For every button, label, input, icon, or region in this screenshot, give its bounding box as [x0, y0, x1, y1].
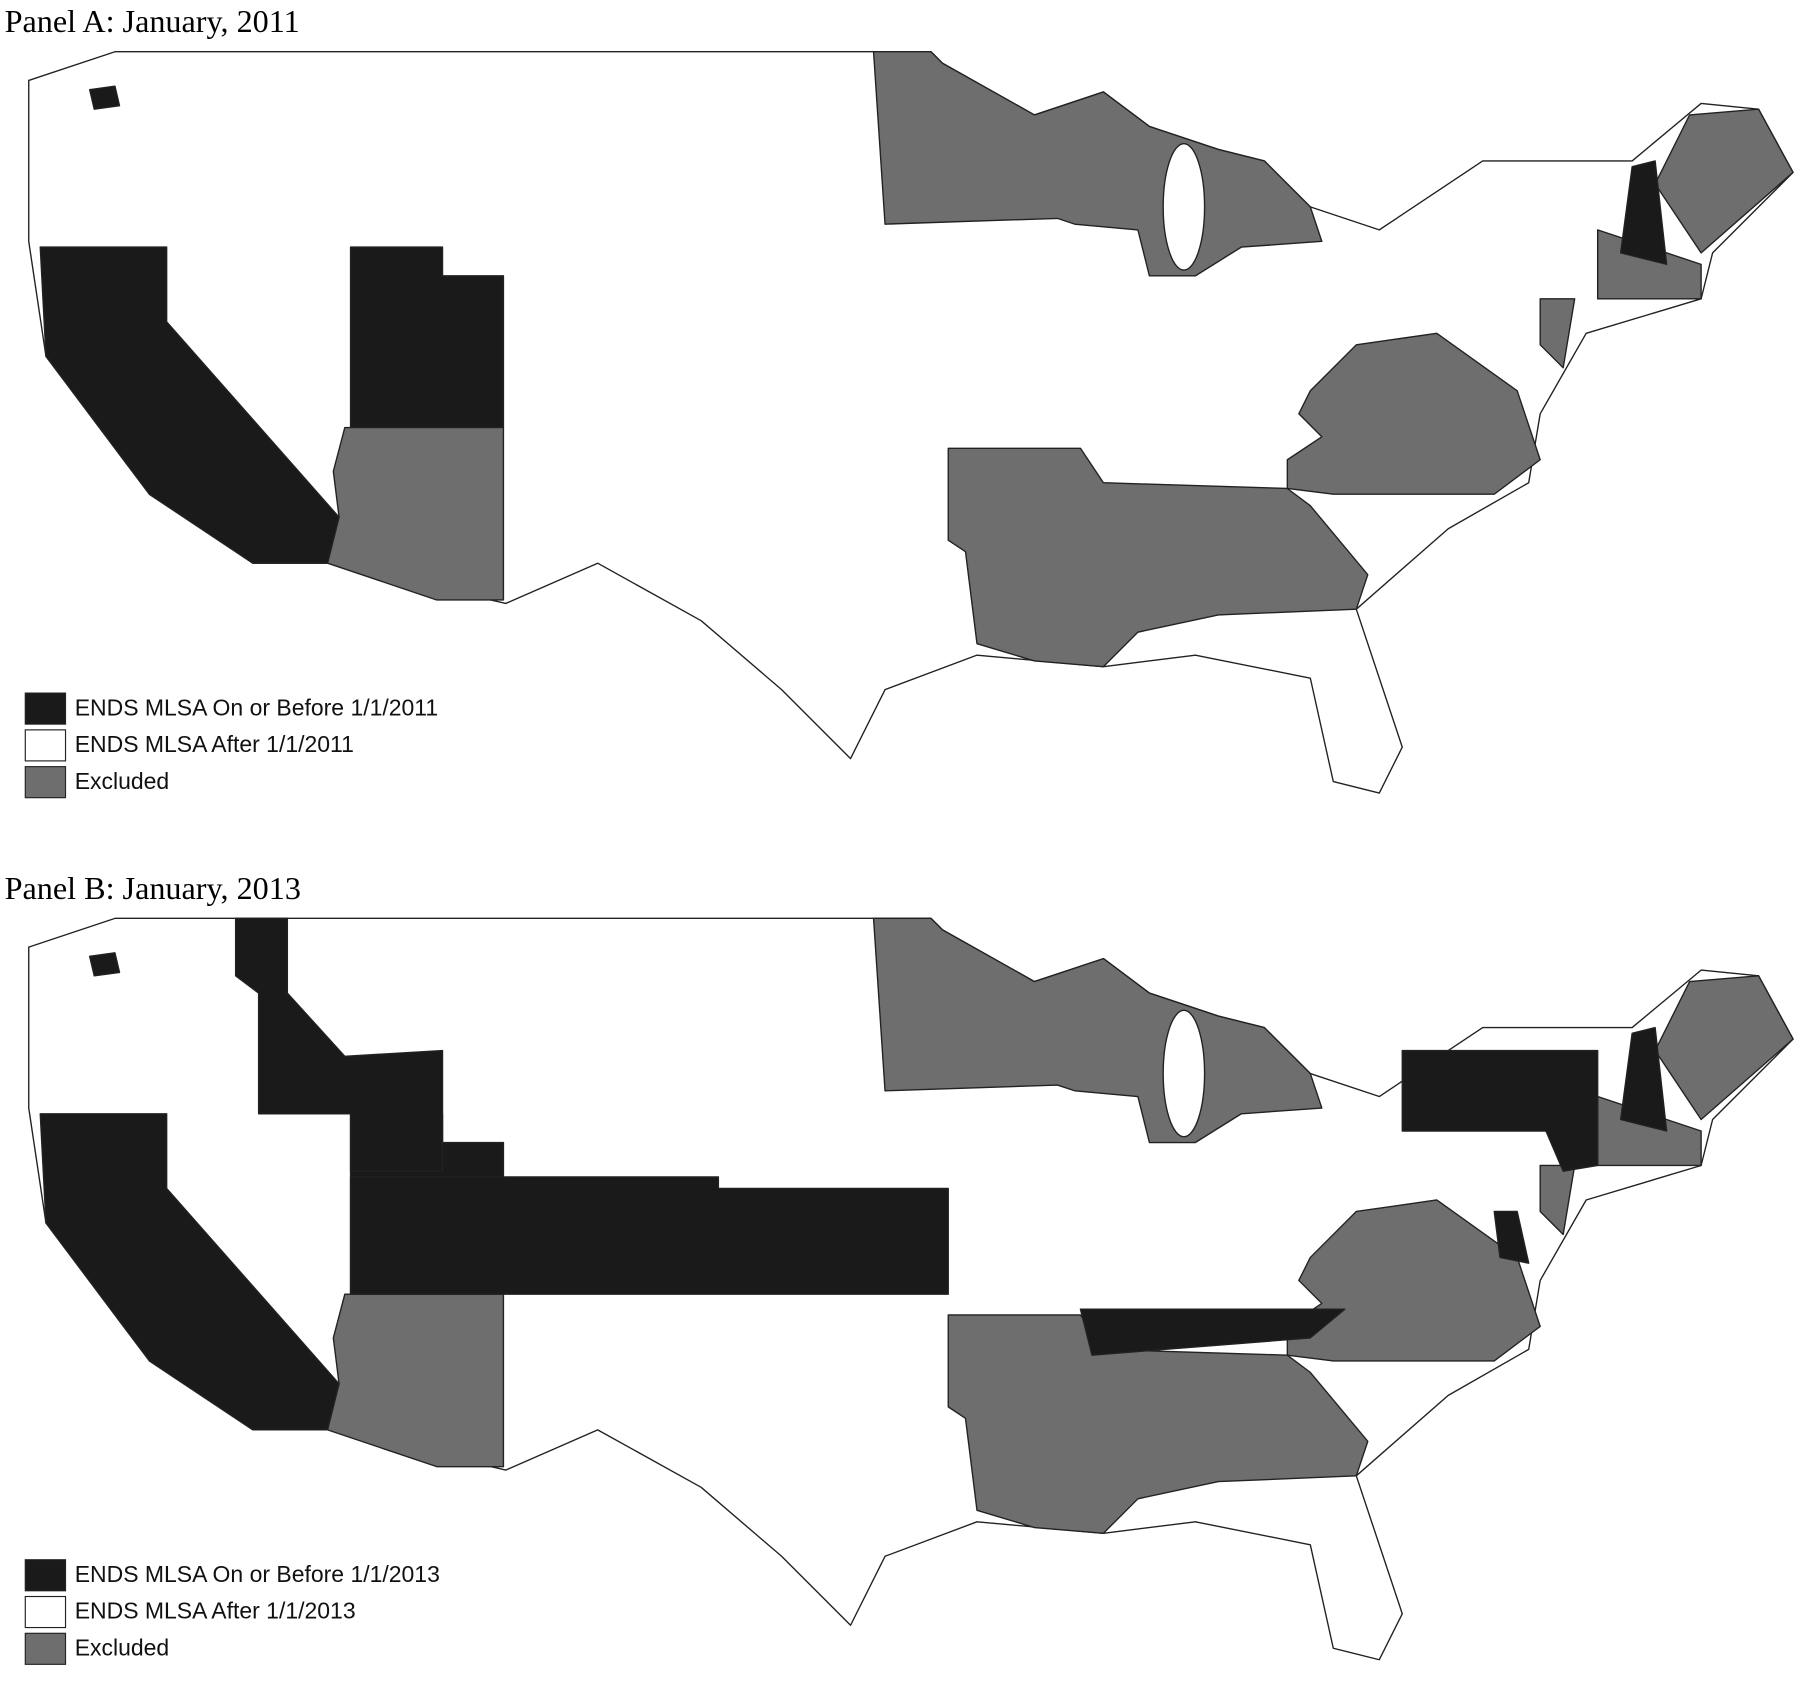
- legend-swatch: [24, 1632, 67, 1665]
- maine: [1654, 975, 1794, 1121]
- legend-label: ENDS MLSA After 1/1/2011: [75, 731, 354, 757]
- legend-swatch: [24, 692, 67, 725]
- legend-label: Excluded: [75, 768, 170, 794]
- legend-swatch: [24, 1595, 67, 1629]
- idaho: [234, 917, 444, 1172]
- arizona: [326, 426, 505, 601]
- legend-label: ENDS MLSA On or Before 1/1/2013: [75, 1561, 440, 1587]
- figure-content: Panel A: January, 2011 ENDS MLSA On or Be…: [5, 3, 1794, 1665]
- legend-swatch: [24, 1559, 67, 1592]
- legend-label: Excluded: [75, 1634, 170, 1660]
- legend-swatch: [24, 766, 67, 799]
- panel-title: Panel A: January, 2011: [5, 3, 300, 39]
- map: [28, 51, 1794, 794]
- washington-area: [88, 85, 121, 110]
- lake-michigan: [1162, 142, 1206, 271]
- panel: Panel B: January, 2013 ENDS MLSA On or Be…: [5, 870, 1794, 1665]
- map: [28, 917, 1794, 1661]
- mid-atlantic: [1286, 332, 1541, 495]
- panel: Panel A: January, 2011 ENDS MLSA On or Be…: [5, 3, 1794, 799]
- maine: [1654, 108, 1794, 254]
- colorado-kansas: [349, 1176, 949, 1295]
- maryland: [1493, 1210, 1530, 1264]
- new-hampshire: [1619, 160, 1668, 266]
- arizona: [326, 1293, 505, 1468]
- legend-label: ENDS MLSA On or Before 1/1/2011: [75, 694, 438, 720]
- mid-atlantic: [1286, 1199, 1541, 1362]
- lake-michigan: [1162, 1009, 1206, 1138]
- southeast: [947, 447, 1369, 668]
- southeast: [947, 1314, 1369, 1534]
- upper-midwest: [872, 917, 1323, 1144]
- panel-title: Panel B: January, 2013: [5, 870, 301, 906]
- upper-midwest: [872, 51, 1323, 277]
- new-york: [1401, 1049, 1599, 1172]
- washington-area: [88, 952, 121, 977]
- new-hampshire: [1619, 1026, 1668, 1132]
- tennessee: [1079, 1308, 1346, 1356]
- new-jersey: [1539, 298, 1576, 369]
- legend-swatch: [24, 729, 67, 762]
- legend-label: ENDS MLSA After 1/1/2013: [75, 1598, 356, 1624]
